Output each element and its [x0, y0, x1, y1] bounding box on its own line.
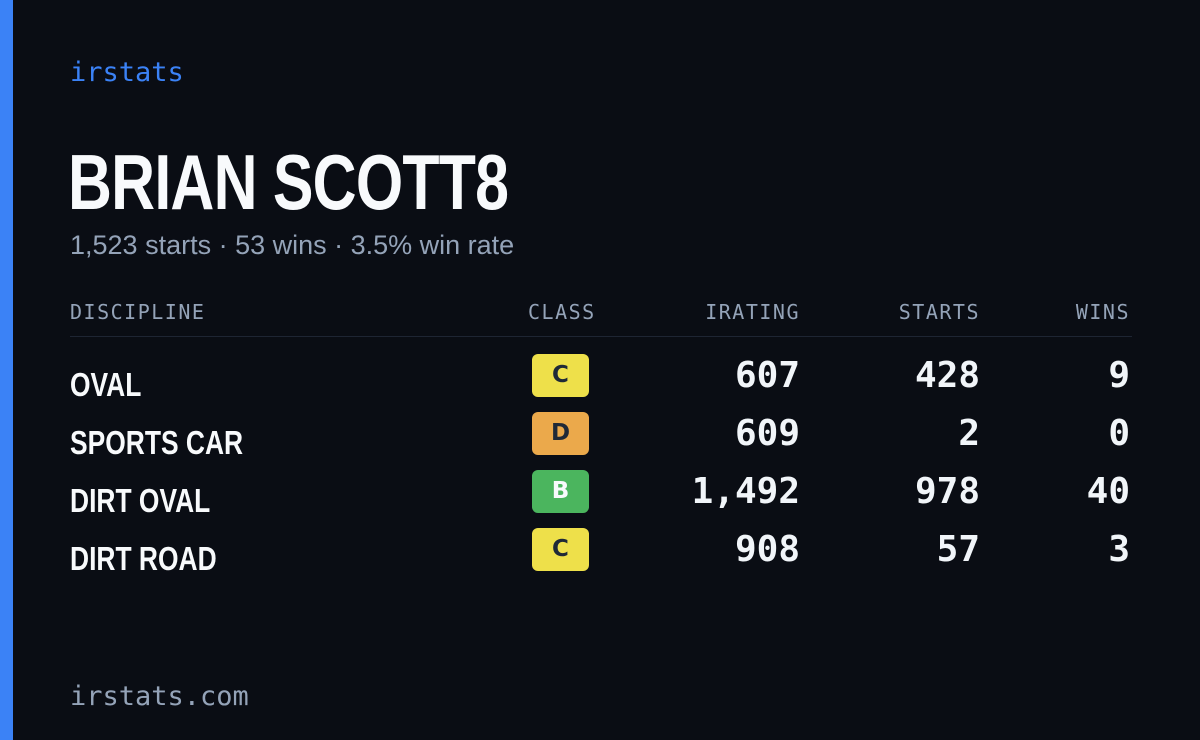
class-badge: B — [532, 470, 589, 513]
discipline-name: DIRT ROAD — [70, 540, 217, 577]
header-starts: STARTS — [898, 300, 980, 324]
wins-value: 0 — [1108, 413, 1130, 454]
table-row: DIRT OVAL B 1,492 978 40 — [70, 469, 1132, 527]
footer-url: irstats.com — [70, 681, 249, 712]
discipline-name: OVAL — [70, 366, 142, 403]
starts-value: 978 — [914, 471, 980, 512]
irating-value: 908 — [734, 529, 800, 570]
header-discipline: DISCIPLINE — [70, 300, 206, 324]
starts-value: 428 — [914, 355, 980, 396]
discipline-table: DISCIPLINE CLASS IRATING STARTS WINS OVA… — [70, 296, 1132, 585]
header-irating: IRATING — [705, 300, 800, 324]
irating-value: 607 — [734, 355, 800, 396]
irating-value: 609 — [734, 413, 800, 454]
starts-value: 57 — [936, 529, 980, 570]
table-row: SPORTS CAR D 609 2 0 — [70, 411, 1132, 469]
class-badge: C — [532, 354, 589, 397]
table-header: DISCIPLINE CLASS IRATING STARTS WINS — [70, 296, 1132, 337]
table-row: OVAL C 607 428 9 — [70, 353, 1132, 411]
class-badge: D — [532, 412, 589, 455]
discipline-name: DIRT OVAL — [70, 482, 211, 519]
driver-summary: 1,523 starts · 53 wins · 3.5% win rate — [70, 230, 515, 260]
wins-value: 9 — [1108, 355, 1130, 396]
accent-bar — [0, 0, 13, 740]
irating-value: 1,492 — [691, 471, 800, 512]
table-row: DIRT ROAD C 908 57 3 — [70, 527, 1132, 585]
header-class: CLASS — [528, 300, 596, 324]
wins-value: 40 — [1086, 471, 1130, 512]
brand-label: irstats — [70, 57, 184, 88]
class-badge: C — [532, 528, 589, 571]
wins-value: 3 — [1108, 529, 1130, 570]
header-wins: WINS — [1075, 300, 1130, 324]
table-body: OVAL C 607 428 9 SPORTS CAR D 609 2 0 DI… — [70, 353, 1132, 585]
discipline-name: SPORTS CAR — [70, 424, 244, 461]
driver-name: BRIAN SCOTT8 — [68, 138, 509, 226]
starts-value: 2 — [958, 413, 980, 454]
